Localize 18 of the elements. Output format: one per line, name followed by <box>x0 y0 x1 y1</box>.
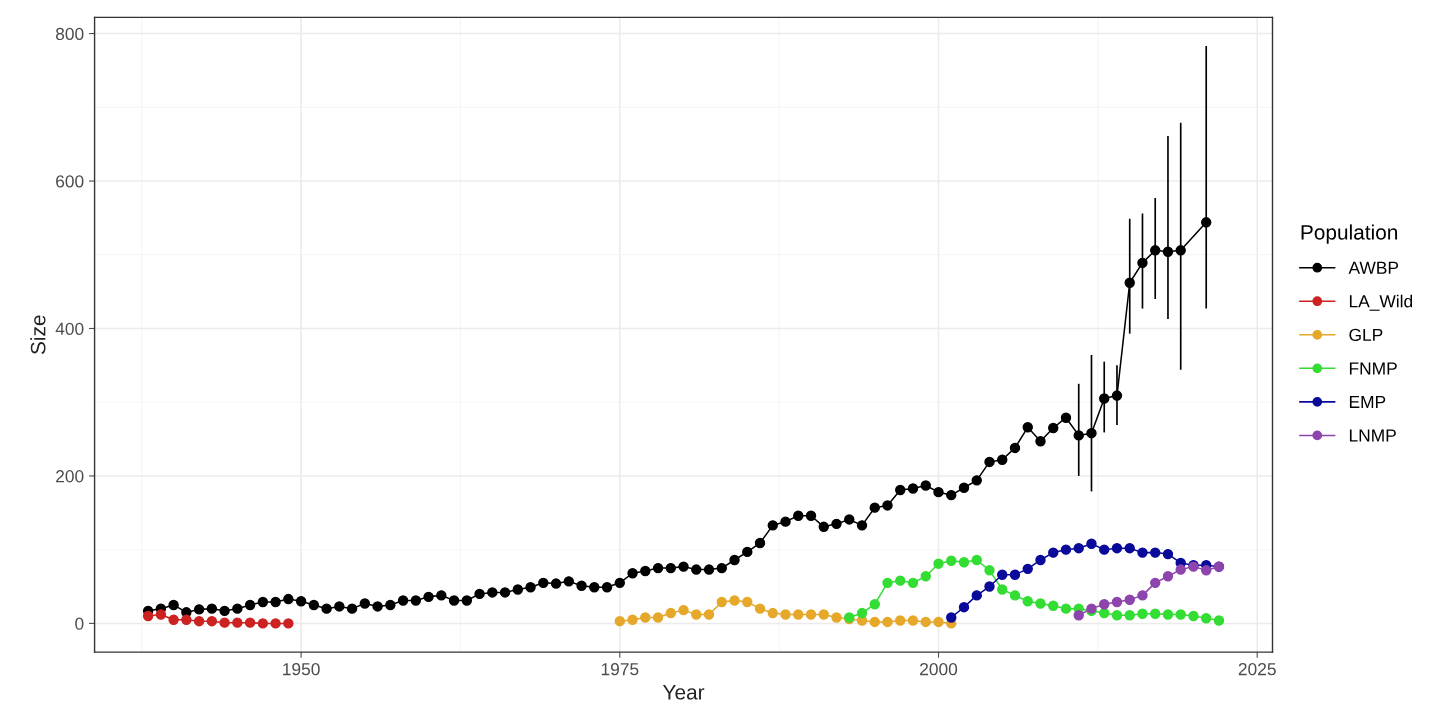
x-tick-label: 1950 <box>283 663 320 676</box>
x-axis-title: Year <box>662 685 705 700</box>
y-tick-label: 600 <box>56 175 84 188</box>
legend-label: LNMP <box>1349 429 1396 442</box>
x-tick-label: 1975 <box>601 663 639 676</box>
y-tick-label: 0 <box>75 617 84 630</box>
y-tick-label: 200 <box>56 470 84 483</box>
legend-label: AWBP <box>1348 261 1399 274</box>
legend-label: FNMP <box>1349 362 1397 375</box>
legend-label: GLP <box>1349 328 1383 342</box>
legend-title: Population <box>1301 224 1398 244</box>
legend-label: EMP <box>1349 396 1386 408</box>
x-tick-label: 2025 <box>1238 663 1276 676</box>
x-tick-label: 2000 <box>920 663 958 676</box>
y-tick-label: 400 <box>55 322 84 335</box>
legend-label: LA_Wild <box>1349 294 1413 311</box>
y-tick-label: 800 <box>55 27 84 41</box>
y-axis-title: Size <box>30 315 46 355</box>
